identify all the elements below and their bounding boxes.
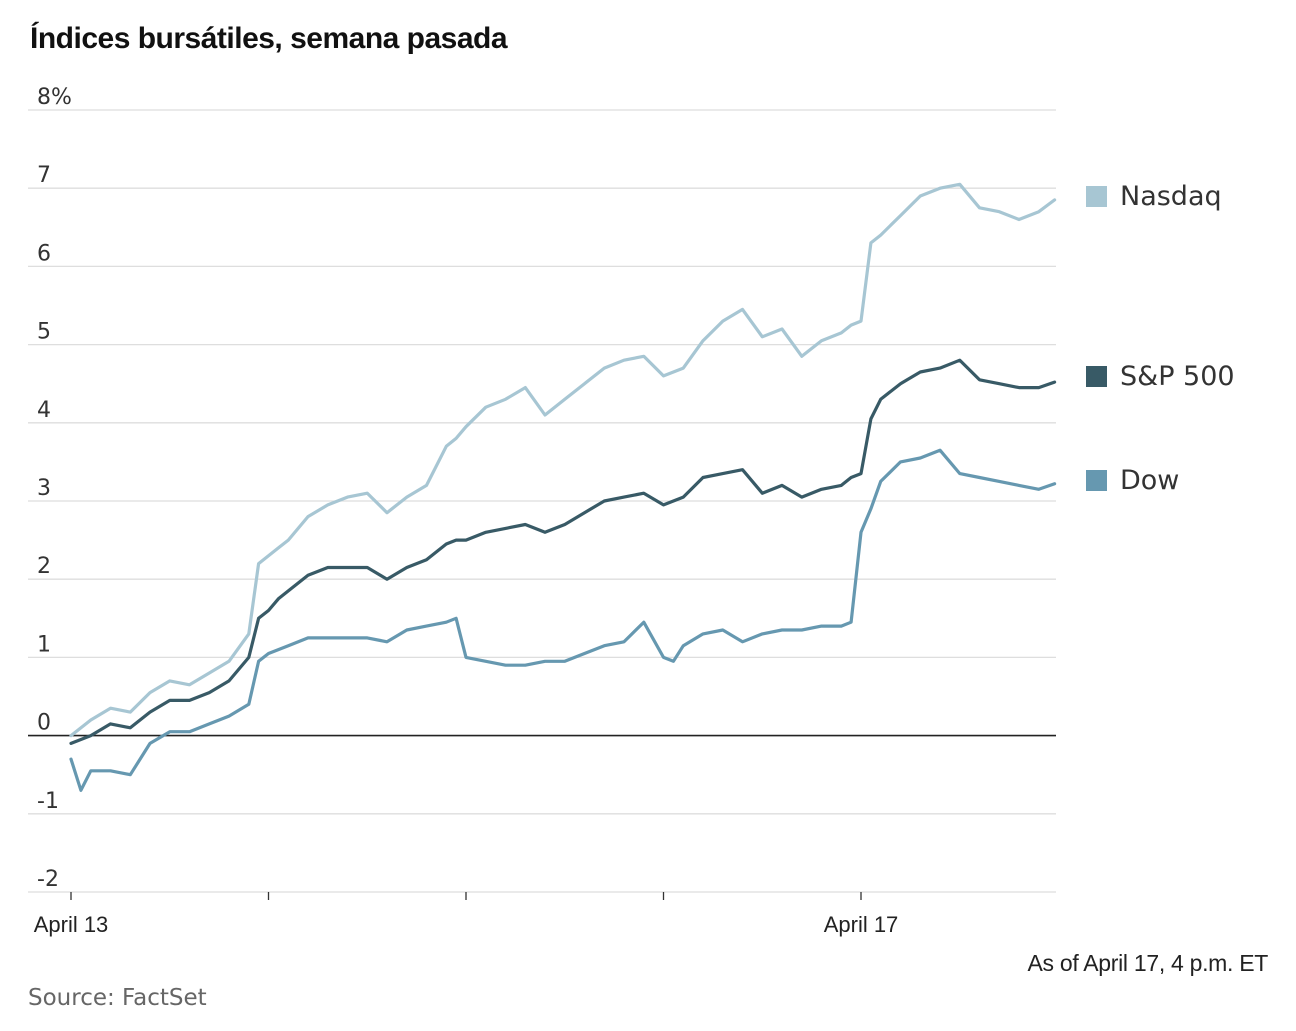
series-lines [69, 182, 1057, 792]
source-note: Source: FactSet [28, 985, 207, 1011]
y-tick-label: -2 [37, 867, 59, 892]
y-axis-labels: 8% 7 6 5 4 3 2 1 0 -1 -2 [37, 85, 72, 892]
y-tick-label: 8% [37, 85, 72, 110]
series-line [69, 358, 1057, 746]
legend-label: Dow [1120, 465, 1179, 496]
x-tick-label: April 17 [824, 912, 899, 937]
y-tick-label: 6 [37, 241, 51, 266]
series-line [69, 448, 1057, 792]
gridlines [28, 109, 1056, 893]
timestamp-note: As of April 17, 4 p.m. ET [1027, 950, 1269, 976]
y-tick-label: 2 [37, 554, 51, 579]
y-tick-label: 1 [37, 632, 51, 657]
series-line [69, 182, 1057, 738]
x-axis: April 13 April 17 [34, 892, 899, 937]
y-tick-label: 3 [37, 476, 51, 501]
legend-swatch [1086, 366, 1107, 387]
legend-label: Nasdaq [1120, 181, 1222, 212]
legend-swatch [1086, 470, 1107, 491]
legend: Nasdaq S&P 500 Dow [1086, 181, 1235, 496]
chart-title: Índices bursátiles, semana pasada [30, 22, 508, 55]
y-tick-label: 4 [37, 398, 51, 423]
legend-swatch [1086, 186, 1107, 207]
y-tick-label: -1 [37, 789, 59, 814]
legend-label: S&P 500 [1120, 361, 1235, 392]
x-tick-label: April 13 [34, 912, 109, 937]
y-tick-label: 0 [37, 711, 51, 736]
y-tick-label: 5 [37, 320, 51, 345]
y-tick-label: 7 [37, 163, 51, 188]
